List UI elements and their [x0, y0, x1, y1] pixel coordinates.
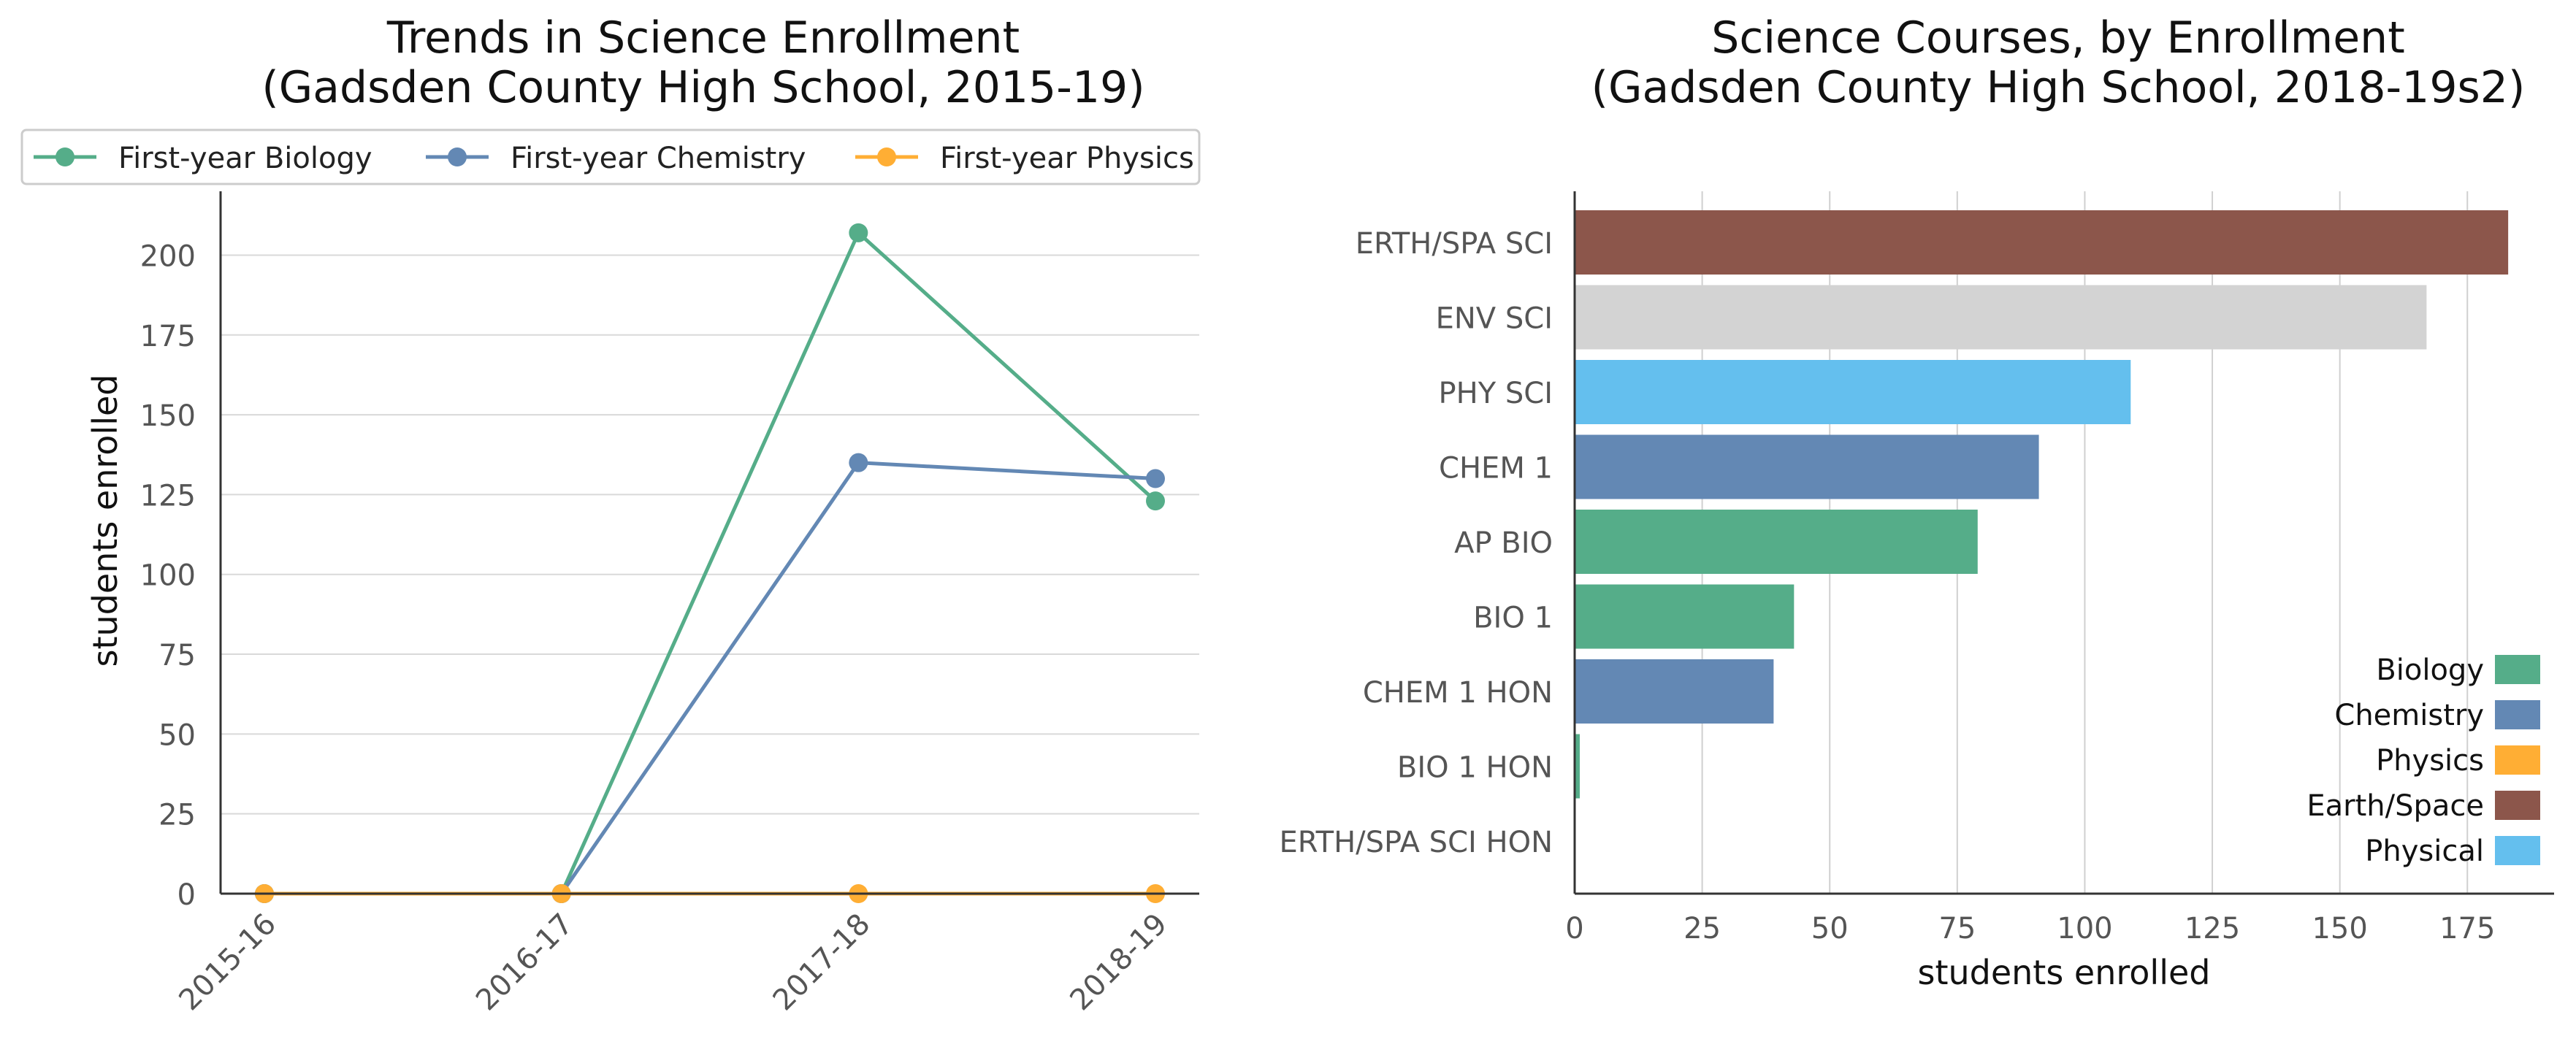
- line-chart-legend: First-year Biology First-year Chemistry Fi…: [20, 128, 1201, 185]
- bar-chart-x-label: students enrolled: [1918, 953, 2211, 992]
- data-point: [849, 453, 868, 472]
- series-line: [264, 229, 1157, 896]
- data-point: [1146, 469, 1165, 488]
- bar: [1575, 285, 2427, 350]
- bar: [1575, 659, 1774, 724]
- legend-entry: Biology: [2376, 653, 2540, 687]
- legend-entry: Physics: [2376, 744, 2540, 778]
- title-line: (Gadsden County High School, 2018-19s2): [1591, 62, 2526, 113]
- bar: [1575, 510, 1978, 574]
- bar-chart-legend: Biology Chemistry Physics Earth/Space Physic…: [2306, 653, 2540, 868]
- legend-label: Physical: [2365, 835, 2484, 868]
- y-tick-label: 100: [140, 559, 196, 593]
- category-label: ENV SCI: [1436, 302, 1553, 336]
- line-chart-y-label: students enrolled: [85, 375, 125, 667]
- data-point: [1146, 491, 1165, 511]
- x-tick-label: 25: [1683, 912, 1721, 945]
- x-tick-label: 50: [1811, 912, 1849, 945]
- legend-label: First-year Chemistry: [511, 142, 806, 175]
- title-line: Science Courses, by Enrollment: [1711, 12, 2404, 64]
- category-label: BIO 1: [1473, 602, 1553, 635]
- x-tick-label: 0: [1565, 912, 1583, 945]
- legend-label: First-year Biology: [118, 142, 372, 175]
- x-tick-label: 150: [2312, 912, 2367, 945]
- data-point: [849, 223, 868, 242]
- legend-entry: First-year Physics: [855, 142, 1194, 175]
- x-tick-label: 2015-16: [172, 908, 283, 1018]
- title-line: Trends in Science Enrollment: [386, 12, 1020, 64]
- y-tick-label: 25: [158, 799, 196, 832]
- line-chart: Trends in Science Enrollment (Gadsden Cou…: [20, 12, 1201, 1018]
- line-legend-frame: [20, 128, 1201, 185]
- y-tick-label: 200: [140, 239, 196, 273]
- legend-label: Physics: [2376, 744, 2484, 778]
- legend-swatch: [2495, 655, 2540, 684]
- line-chart-x-ticks: 2015-16 2016-17 2017-18 2018-19: [172, 908, 1174, 1018]
- line-chart-gridlines: [221, 254, 1199, 815]
- legend-swatch: [2495, 836, 2540, 865]
- x-tick-label: 100: [2057, 912, 2112, 945]
- bar-chart-x-ticks: 0 25 50 75 100 125 150 175: [1565, 912, 2495, 945]
- bar: [1575, 584, 1795, 649]
- category-label: ERTH/SPA SCI HON: [1280, 826, 1553, 859]
- legend-swatch: [2495, 745, 2540, 775]
- bar: [1575, 210, 2509, 275]
- legend-swatch: [2495, 700, 2540, 729]
- bar-chart-title: Science Courses, by Enrollment (Gadsden C…: [1591, 12, 2526, 113]
- legend-entry: Physical: [2365, 835, 2540, 868]
- legend-label: Biology: [2376, 653, 2484, 687]
- x-tick-label: 175: [2439, 912, 2495, 945]
- bar-chart-category-labels: ERTH/SPA SCI ENV SCI PHY SCI CHEM 1 AP BIO BI…: [1280, 227, 1553, 859]
- title-line: (Gadsden County High School, 2015-19): [261, 62, 1144, 113]
- y-tick-label: 125: [140, 479, 196, 513]
- series-first-year-biology: [255, 223, 1165, 903]
- bar: [1575, 360, 2131, 424]
- x-tick-label: 2018-19: [1063, 908, 1174, 1018]
- y-tick-label: 150: [140, 399, 196, 433]
- category-label: ERTH/SPA SCI: [1356, 227, 1553, 261]
- bar: [1575, 434, 2039, 499]
- legend-marker: [56, 147, 74, 166]
- bar-chart: Science Courses, by Enrollment (Gadsden C…: [1280, 12, 2554, 992]
- series-first-year-chemistry: [255, 453, 1165, 903]
- x-tick-label: 2017-18: [767, 908, 877, 1018]
- legend-entry: First-year Biology: [34, 142, 372, 175]
- category-label: PHY SCI: [1439, 377, 1553, 410]
- legend-entry: Earth/Space: [2306, 789, 2540, 823]
- legend-marker: [448, 147, 467, 166]
- legend-entry: Chemistry: [2334, 699, 2540, 732]
- y-tick-label: 75: [158, 639, 196, 672]
- y-tick-label: 0: [177, 878, 196, 912]
- legend-label: Chemistry: [2334, 699, 2484, 732]
- legend-swatch: [2495, 791, 2540, 820]
- x-tick-label: 2016-17: [470, 908, 580, 1018]
- line-chart-title: Trends in Science Enrollment (Gadsden Cou…: [261, 12, 1144, 113]
- bar: [1575, 734, 1580, 799]
- series-line: [264, 461, 1156, 896]
- legend-entry: First-year Chemistry: [426, 142, 806, 175]
- category-label: CHEM 1 HON: [1363, 676, 1553, 710]
- legend-marker: [877, 147, 896, 166]
- legend-label: Earth/Space: [2306, 789, 2484, 823]
- category-label: AP BIO: [1454, 526, 1553, 560]
- y-tick-label: 175: [140, 320, 196, 353]
- category-label: CHEM 1: [1439, 452, 1553, 486]
- y-tick-label: 50: [158, 718, 196, 752]
- line-chart-y-ticks: 0 25 50 75 100 125 150 175 200: [140, 239, 196, 912]
- x-tick-label: 125: [2185, 912, 2240, 945]
- legend-label: First-year Physics: [940, 142, 1194, 175]
- bar-chart-bars: [1575, 210, 2509, 799]
- category-label: BIO 1 HON: [1397, 751, 1553, 785]
- x-tick-label: 75: [1938, 912, 1976, 945]
- line-chart-series: [255, 223, 1165, 903]
